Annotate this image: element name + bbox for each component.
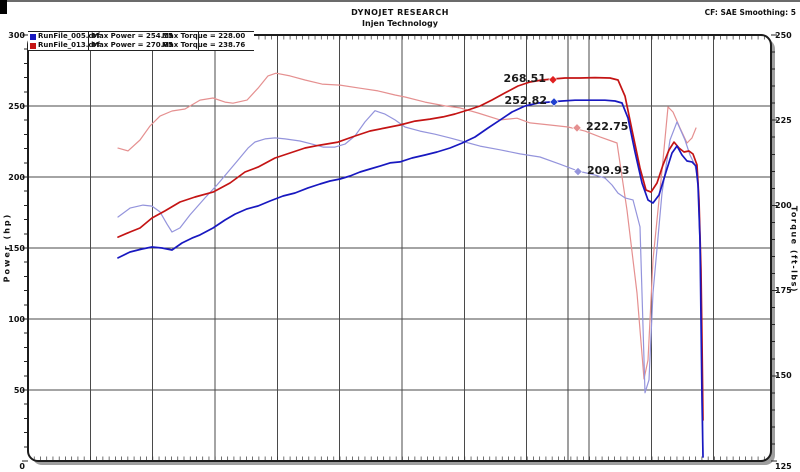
legend-max-power: Max Power = 270.05	[92, 41, 173, 49]
torque-tick-label: 200	[775, 200, 792, 210]
curve-torque-013	[117, 72, 697, 380]
cursor-marker-diamond	[572, 123, 582, 133]
torque-tick-label: 250	[775, 30, 792, 40]
power-tick-label: 100	[8, 314, 25, 324]
legend-max-torque: Max Torque = 228.00	[162, 32, 246, 40]
legend-row-run005[interactable]: RunFile_005.drf Max Power = 254.15 Max T…	[28, 32, 254, 41]
curve-power-005	[117, 99, 704, 458]
legend-max-torque: Max Torque = 238.76	[162, 41, 246, 49]
top-border-strip	[0, 0, 800, 2]
legend-row-run013[interactable]: RunFile_013.drf Max Power = 270.05 Max T…	[28, 41, 254, 50]
cursor-marker-diamond	[548, 75, 558, 85]
curve-power-013	[117, 76, 704, 421]
cursor-value-label: 209.93	[587, 163, 630, 177]
curve-torque-005	[117, 110, 704, 456]
power-tick-label: 200	[8, 172, 25, 182]
cursor-marker-diamond	[573, 166, 583, 177]
series-color-chip-blue	[30, 33, 36, 40]
cursor-value-label: 222.75	[586, 119, 629, 133]
power-tick-label: 250	[8, 101, 25, 111]
series-color-chip-red	[30, 42, 36, 49]
correction-smoothing-label: CF: SAE Smoothing: 5	[704, 8, 796, 17]
legend-runfile: RunFile_013.drf	[38, 41, 100, 49]
torque-axis-title: Torque (ft-lbs)	[789, 205, 799, 294]
torque-tick-label: 175	[775, 286, 792, 296]
torque-tick-label: 225	[775, 115, 792, 125]
torque-tick-label: 150	[775, 371, 792, 381]
legend: RunFile_005.drf Max Power = 254.15 Max T…	[28, 31, 254, 51]
corner-mark	[0, 0, 7, 14]
power-tick-label: 0	[19, 462, 25, 471]
torque-tick-label: 125	[775, 462, 792, 471]
legend-column-divider	[198, 32, 199, 50]
cursor-marker-diamond	[549, 97, 559, 107]
legend-column-divider	[88, 32, 89, 50]
cursor-value-label: 268.51	[503, 71, 546, 85]
legend-max-power: Max Power = 254.15	[92, 32, 173, 40]
power-tick-label: 50	[13, 385, 25, 395]
shop-subtitle: Injen Technology	[362, 19, 438, 28]
cursor-value-label: 252.82	[504, 93, 547, 107]
power-tick-label: 300	[8, 30, 25, 40]
power-tick-label: 150	[8, 243, 25, 253]
legend-runfile: RunFile_005.drf	[38, 32, 100, 40]
app-title: DYNOJET RESEARCH	[351, 8, 449, 17]
